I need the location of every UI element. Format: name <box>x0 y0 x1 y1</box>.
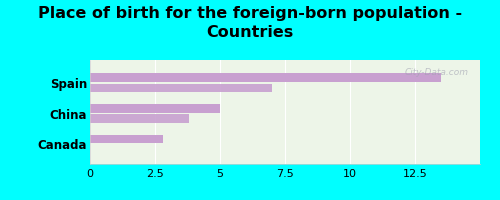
Bar <box>90 104 220 113</box>
Bar <box>90 114 189 123</box>
Text: City-Data.com: City-Data.com <box>404 68 468 77</box>
Bar <box>90 73 441 82</box>
Bar <box>90 84 272 92</box>
Text: Place of birth for the foreign-born population -
Countries: Place of birth for the foreign-born popu… <box>38 6 462 40</box>
Bar <box>90 135 163 143</box>
